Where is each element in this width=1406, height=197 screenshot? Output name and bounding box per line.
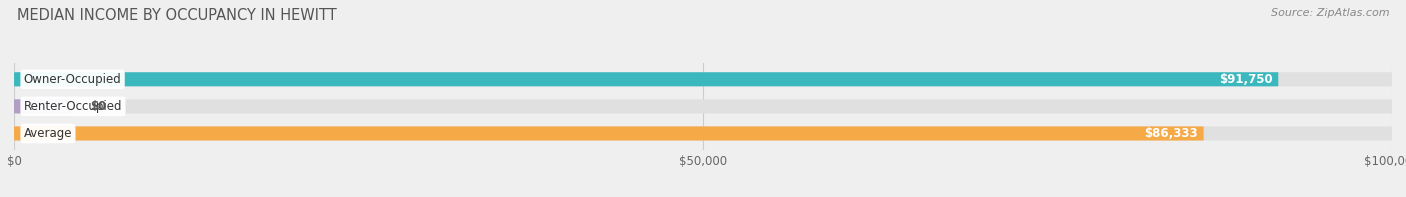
FancyBboxPatch shape (14, 99, 1392, 113)
FancyBboxPatch shape (14, 72, 1278, 86)
Text: Owner-Occupied: Owner-Occupied (24, 73, 121, 86)
Text: Source: ZipAtlas.com: Source: ZipAtlas.com (1271, 8, 1389, 18)
FancyBboxPatch shape (14, 126, 1204, 140)
Text: Renter-Occupied: Renter-Occupied (24, 100, 122, 113)
Text: $86,333: $86,333 (1144, 127, 1198, 140)
Text: $91,750: $91,750 (1219, 73, 1272, 86)
Text: $0: $0 (90, 100, 105, 113)
FancyBboxPatch shape (14, 72, 1392, 86)
FancyBboxPatch shape (14, 126, 1392, 140)
Text: MEDIAN INCOME BY OCCUPANCY IN HEWITT: MEDIAN INCOME BY OCCUPANCY IN HEWITT (17, 8, 336, 23)
Text: Average: Average (24, 127, 72, 140)
FancyBboxPatch shape (14, 99, 72, 113)
